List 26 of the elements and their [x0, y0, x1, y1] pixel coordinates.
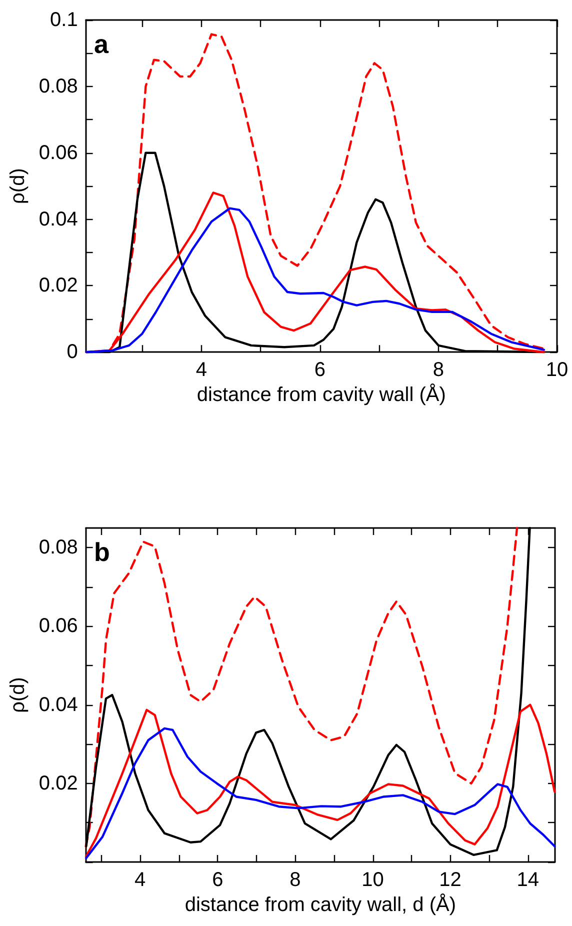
annotation: a [94, 29, 109, 59]
x-tick-label: 4 [196, 359, 207, 382]
x-tick-label: 10 [362, 869, 384, 891]
x-axis-title: distance from cavity wall, d (Å) [184, 892, 456, 916]
y-axis-title: ρ(d) [7, 677, 29, 713]
y-tick-label: 0.06 [38, 615, 78, 638]
y-tick-label: 0.04 [38, 694, 78, 716]
x-tick-label: 8 [432, 359, 444, 382]
y-tick-label: 0.04 [38, 208, 78, 230]
y-tick-label: 0.02 [38, 772, 78, 794]
y-tick-label: 0.06 [38, 142, 78, 164]
y-tick-label: 0.08 [38, 536, 78, 559]
x-tick-label: 14 [516, 869, 539, 891]
annotation: b [94, 537, 110, 567]
y-tick-label: 0 [66, 341, 78, 364]
x-tick-label: 6 [212, 869, 224, 891]
x-tick-label: 8 [290, 869, 301, 891]
x-axis-title: distance from cavity wall (Å) [196, 383, 446, 406]
x-tick-label: 10 [546, 359, 568, 382]
y-tick-label: 0.02 [38, 274, 78, 297]
y-axis-title: ρ(d) [7, 168, 29, 204]
x-tick-label: 4 [134, 869, 146, 891]
y-tick-label: 0.08 [38, 75, 78, 98]
x-tick-label: 12 [439, 869, 462, 891]
x-tick-label: 6 [314, 359, 326, 382]
y-tick-label: 0.1 [50, 9, 78, 31]
